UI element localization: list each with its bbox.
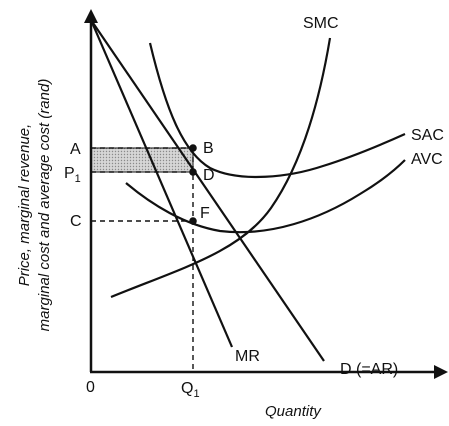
label-c: C xyxy=(70,213,82,230)
label-origin: 0 xyxy=(86,379,95,396)
y-axis-title-line1: Price, marginal revenue, xyxy=(16,124,33,287)
label-q1: Q1 xyxy=(181,380,200,400)
label-avc: AVC xyxy=(411,151,443,168)
y-axis-arrowhead xyxy=(84,9,98,23)
label-q1-main: Q xyxy=(181,380,193,397)
label-sac: SAC xyxy=(411,127,444,144)
label-mr: MR xyxy=(235,348,260,365)
label-f: F xyxy=(200,205,210,222)
smc-curve xyxy=(110,37,332,299)
label-p1-subscript: 1 xyxy=(75,173,81,185)
label-p1-main: P xyxy=(64,165,75,182)
mr-curve xyxy=(89,19,234,348)
demand-curve xyxy=(90,19,325,362)
point-d-marker xyxy=(189,168,197,176)
y-axis-title: Price, marginal revenue, marginal cost a… xyxy=(16,79,53,332)
label-p1: P1 xyxy=(64,165,81,185)
point-f-marker xyxy=(189,217,197,225)
point-b-marker xyxy=(189,144,197,152)
avc-curve xyxy=(125,159,406,234)
label-demand: D (=AR) xyxy=(340,361,398,378)
label-smc: SMC xyxy=(303,15,339,32)
label-q1-subscript: 1 xyxy=(193,388,199,400)
label-d-point: D xyxy=(203,167,215,184)
label-b: B xyxy=(203,140,214,157)
y-axis-title-line2: marginal cost and average cost (rand) xyxy=(36,79,53,332)
x-axis-title: Quantity xyxy=(265,403,322,420)
profit-area xyxy=(90,147,194,173)
sac-curve xyxy=(148,42,406,179)
label-a: A xyxy=(70,141,81,158)
x-axis-arrowhead xyxy=(434,365,448,379)
